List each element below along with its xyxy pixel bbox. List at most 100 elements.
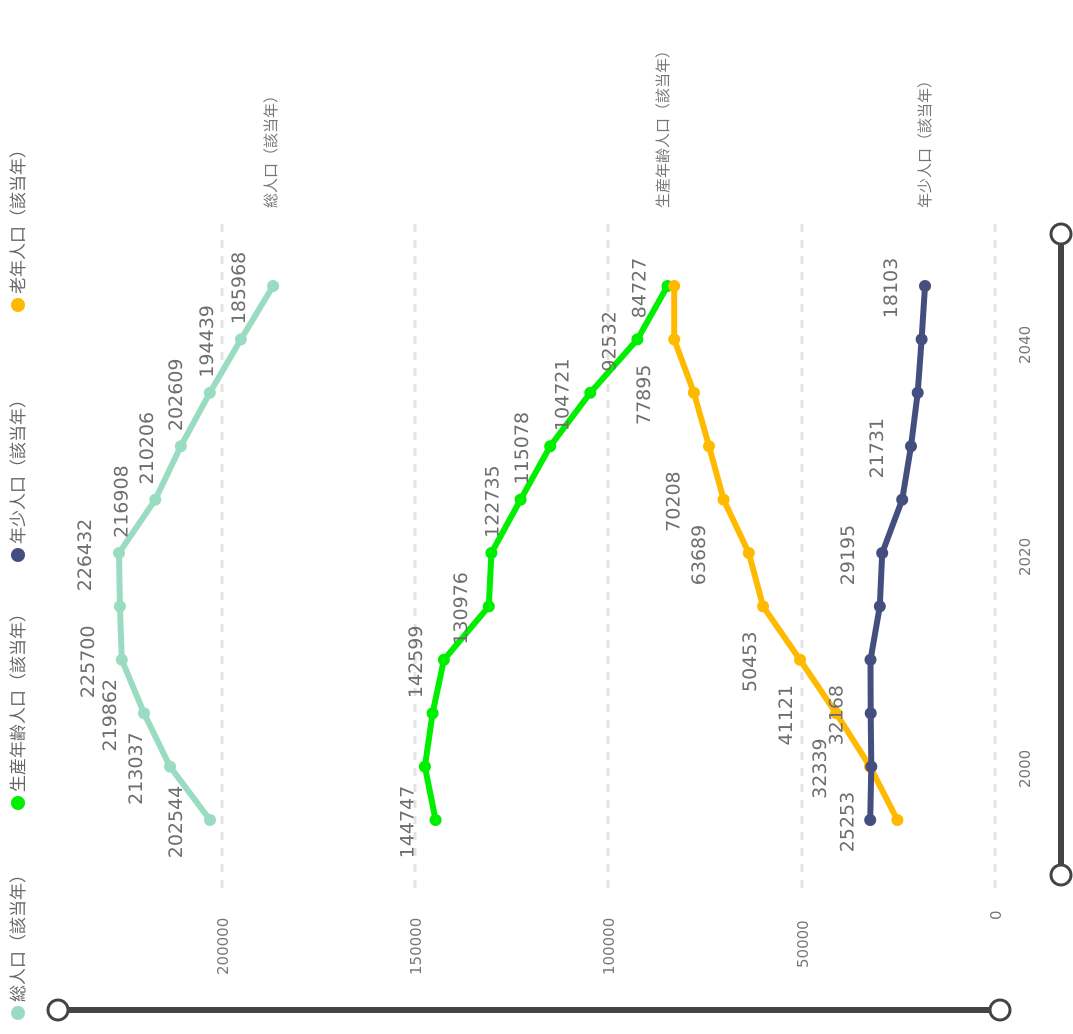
data-point-elderly[interactable]	[668, 333, 681, 346]
data-point-working[interactable]	[426, 707, 439, 720]
data-label-working: 144747	[397, 786, 419, 859]
legend-label-working: 生産年齢人口（該当年）	[9, 605, 29, 792]
data-point-young[interactable]	[865, 760, 878, 773]
data-label-total: 194439	[196, 305, 218, 378]
data-label-elderly: 50453	[739, 632, 761, 692]
legend-label-young: 年少人口（該当年）	[9, 391, 29, 544]
legend: 総人口（該当年） 生産年齢人口（該当年） 年少人口（該当年） 老年人口（該当年）	[9, 141, 29, 1020]
data-point-working[interactable]	[544, 440, 557, 453]
data-point-working[interactable]	[485, 547, 498, 559]
data-point-total[interactable]	[138, 707, 150, 720]
year-slider-handle-bottom[interactable]	[1049, 863, 1073, 887]
year-slider-handle-top[interactable]	[1049, 222, 1073, 246]
data-point-young[interactable]	[919, 280, 931, 292]
data-point-working[interactable]	[631, 333, 644, 346]
data-point-young[interactable]	[864, 653, 877, 666]
data-point-total[interactable]	[267, 280, 280, 292]
year-tick-label: 2020	[1016, 538, 1034, 576]
data-label-working: 104721	[551, 359, 573, 432]
data-point-working[interactable]	[514, 493, 527, 506]
year-tick-label: 2000	[1016, 750, 1034, 788]
year-tick-label: 2040	[1016, 326, 1034, 364]
legend-swatch-elderly	[11, 298, 25, 312]
data-label-working: 142599	[405, 626, 427, 699]
data-point-young[interactable]	[873, 600, 886, 613]
data-label-young: 21731	[866, 418, 888, 478]
series-title-young: 年少人口（該当年）	[916, 73, 934, 208]
data-point-young[interactable]	[864, 814, 877, 826]
data-point-total[interactable]	[113, 547, 125, 559]
data-point-total[interactable]	[164, 760, 176, 773]
value-tick-label: 0	[987, 910, 1005, 920]
data-label-total: 219862	[99, 679, 121, 752]
data-label-total: 202544	[165, 786, 187, 859]
data-point-young[interactable]	[911, 386, 924, 399]
series-titles: 総人口（該当年） 生産年齢人口（該当年） 年少人口（該当年）	[262, 43, 934, 208]
legend-swatch-young	[11, 548, 25, 562]
data-label-total: 202609	[165, 359, 187, 432]
data-point-total[interactable]	[149, 493, 162, 506]
legend-swatch-total	[11, 1006, 25, 1020]
data-label-total: 225700	[77, 626, 99, 699]
data-label-working: 115078	[511, 412, 533, 485]
value-axis: 200000 150000 100000 50000 0	[214, 910, 1005, 975]
data-label-total: 210206	[136, 412, 158, 485]
data-point-total[interactable]	[204, 814, 216, 826]
legend-label-elderly: 老年人口（該当年）	[9, 141, 29, 294]
data-point-young[interactable]	[905, 440, 917, 453]
data-point-elderly[interactable]	[687, 386, 700, 399]
data-point-elderly[interactable]	[794, 653, 806, 666]
data-point-total[interactable]	[115, 653, 128, 666]
data-point-working[interactable]	[437, 653, 450, 666]
data-point-working[interactable]	[418, 760, 431, 773]
data-point-total[interactable]	[234, 333, 247, 346]
data-point-elderly[interactable]	[757, 600, 770, 613]
data-label-elderly: 63689	[688, 525, 710, 585]
data-point-young[interactable]	[896, 493, 909, 506]
data-label-elderly: 70208	[663, 471, 685, 531]
data-point-working[interactable]	[429, 814, 442, 826]
year-range-slider[interactable]	[1049, 222, 1073, 887]
data-point-total[interactable]	[203, 386, 216, 399]
series-title-working: 生産年齢人口（該当年）	[654, 43, 672, 208]
data-label-working: 122735	[482, 465, 504, 538]
value-range-slider[interactable]	[46, 998, 1012, 1022]
data-point-young[interactable]	[876, 547, 889, 559]
data-label-total: 226432	[74, 519, 96, 592]
data-label-young: 32168	[826, 685, 848, 745]
legend-label-total: 総人口（該当年）	[9, 866, 29, 1002]
data-label-total: 185968	[228, 252, 250, 325]
data-label-working: 130976	[450, 572, 472, 645]
series-line-working	[421, 284, 671, 821]
data-point-elderly[interactable]	[668, 280, 681, 292]
data-label-total: 216908	[110, 465, 132, 538]
data-label-total: 213037	[125, 732, 147, 805]
data-point-working[interactable]	[584, 386, 597, 399]
data-point-elderly[interactable]	[891, 814, 904, 826]
data-label-young: 29195	[837, 525, 859, 585]
data-label-elderly: 25253	[836, 792, 858, 852]
data-point-elderly[interactable]	[717, 493, 730, 506]
data-label-working: 84727	[629, 258, 651, 318]
value-slider-handle-left[interactable]	[46, 998, 70, 1022]
data-point-elderly[interactable]	[742, 547, 755, 559]
legend-swatch-working	[11, 796, 25, 810]
data-point-elderly[interactable]	[830, 707, 843, 720]
data-point-elderly[interactable]	[703, 440, 715, 453]
value-tick-label: 150000	[407, 918, 425, 975]
data-point-total[interactable]	[174, 440, 187, 453]
data-point-young[interactable]	[915, 333, 928, 346]
value-tick-label: 50000	[794, 920, 812, 968]
data-label-elderly: 41121	[775, 685, 797, 745]
value-tick-label: 100000	[600, 918, 618, 975]
data-label-working: 92532	[598, 311, 620, 371]
value-tick-label: 200000	[214, 918, 232, 975]
data-point-total[interactable]	[113, 600, 126, 613]
data-label-young: 18103	[880, 258, 902, 318]
data-point-young[interactable]	[864, 707, 877, 720]
series-title-total: 総人口（該当年）	[262, 88, 280, 208]
data-point-working[interactable]	[482, 600, 495, 613]
value-slider-handle-right[interactable]	[988, 998, 1012, 1022]
